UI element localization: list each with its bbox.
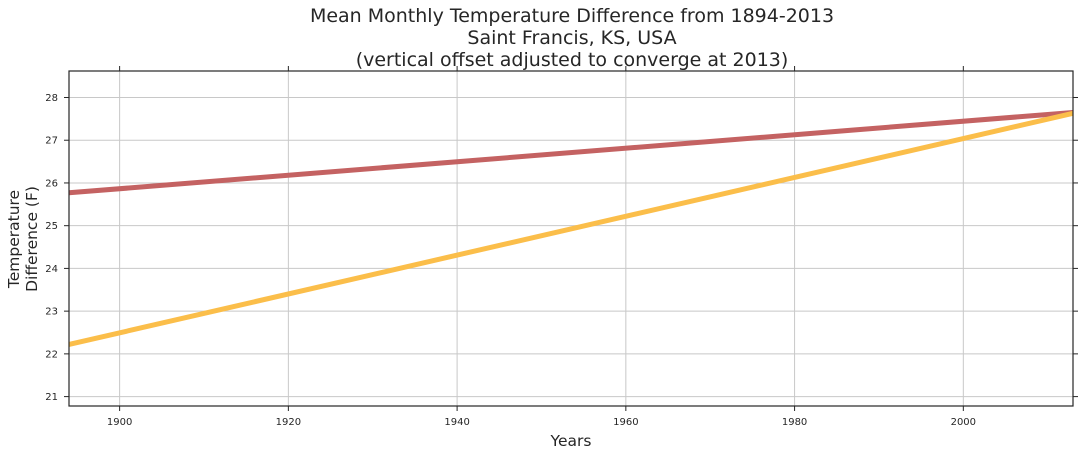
x-axis-label: Years <box>550 432 592 450</box>
y-tick-label: 26 <box>45 178 58 189</box>
y-tick-label: 27 <box>45 136 58 147</box>
y-tick-label: 28 <box>45 93 58 104</box>
y-tick-label: 22 <box>45 349 58 360</box>
series-line-2 <box>68 110 1074 347</box>
y-tick-label: 21 <box>45 392 58 403</box>
series-line-1 <box>68 109 1074 196</box>
x-tick-label: 2000 <box>951 417 976 428</box>
ticks: 1900 1920 1940 1960 1980 2000 21 22 23 24 25 26 27 28 <box>45 66 1078 428</box>
y-axis-label-line2: Difference (F) <box>23 186 41 292</box>
y-tick-label: 25 <box>45 221 58 232</box>
y-axis-label-line1: Temperature <box>5 190 23 289</box>
x-tick-label: 1920 <box>276 417 301 428</box>
chart-subtitle-note: (vertical offset adjusted to converge at… <box>356 49 789 71</box>
plot-frame <box>68 70 1074 407</box>
x-tick-label: 1940 <box>444 417 469 428</box>
y-tick-label: 24 <box>45 264 58 275</box>
y-tick-label: 23 <box>45 307 58 318</box>
chart-subtitle: Saint Francis, KS, USA <box>467 27 676 49</box>
series-group <box>68 109 1074 347</box>
grid <box>69 71 1073 406</box>
chart-title: Mean Monthly Temperature Difference from… <box>310 5 834 27</box>
x-tick-label: 1960 <box>613 417 638 428</box>
x-tick-label: 1980 <box>782 417 807 428</box>
x-tick-label: 1900 <box>107 417 132 428</box>
